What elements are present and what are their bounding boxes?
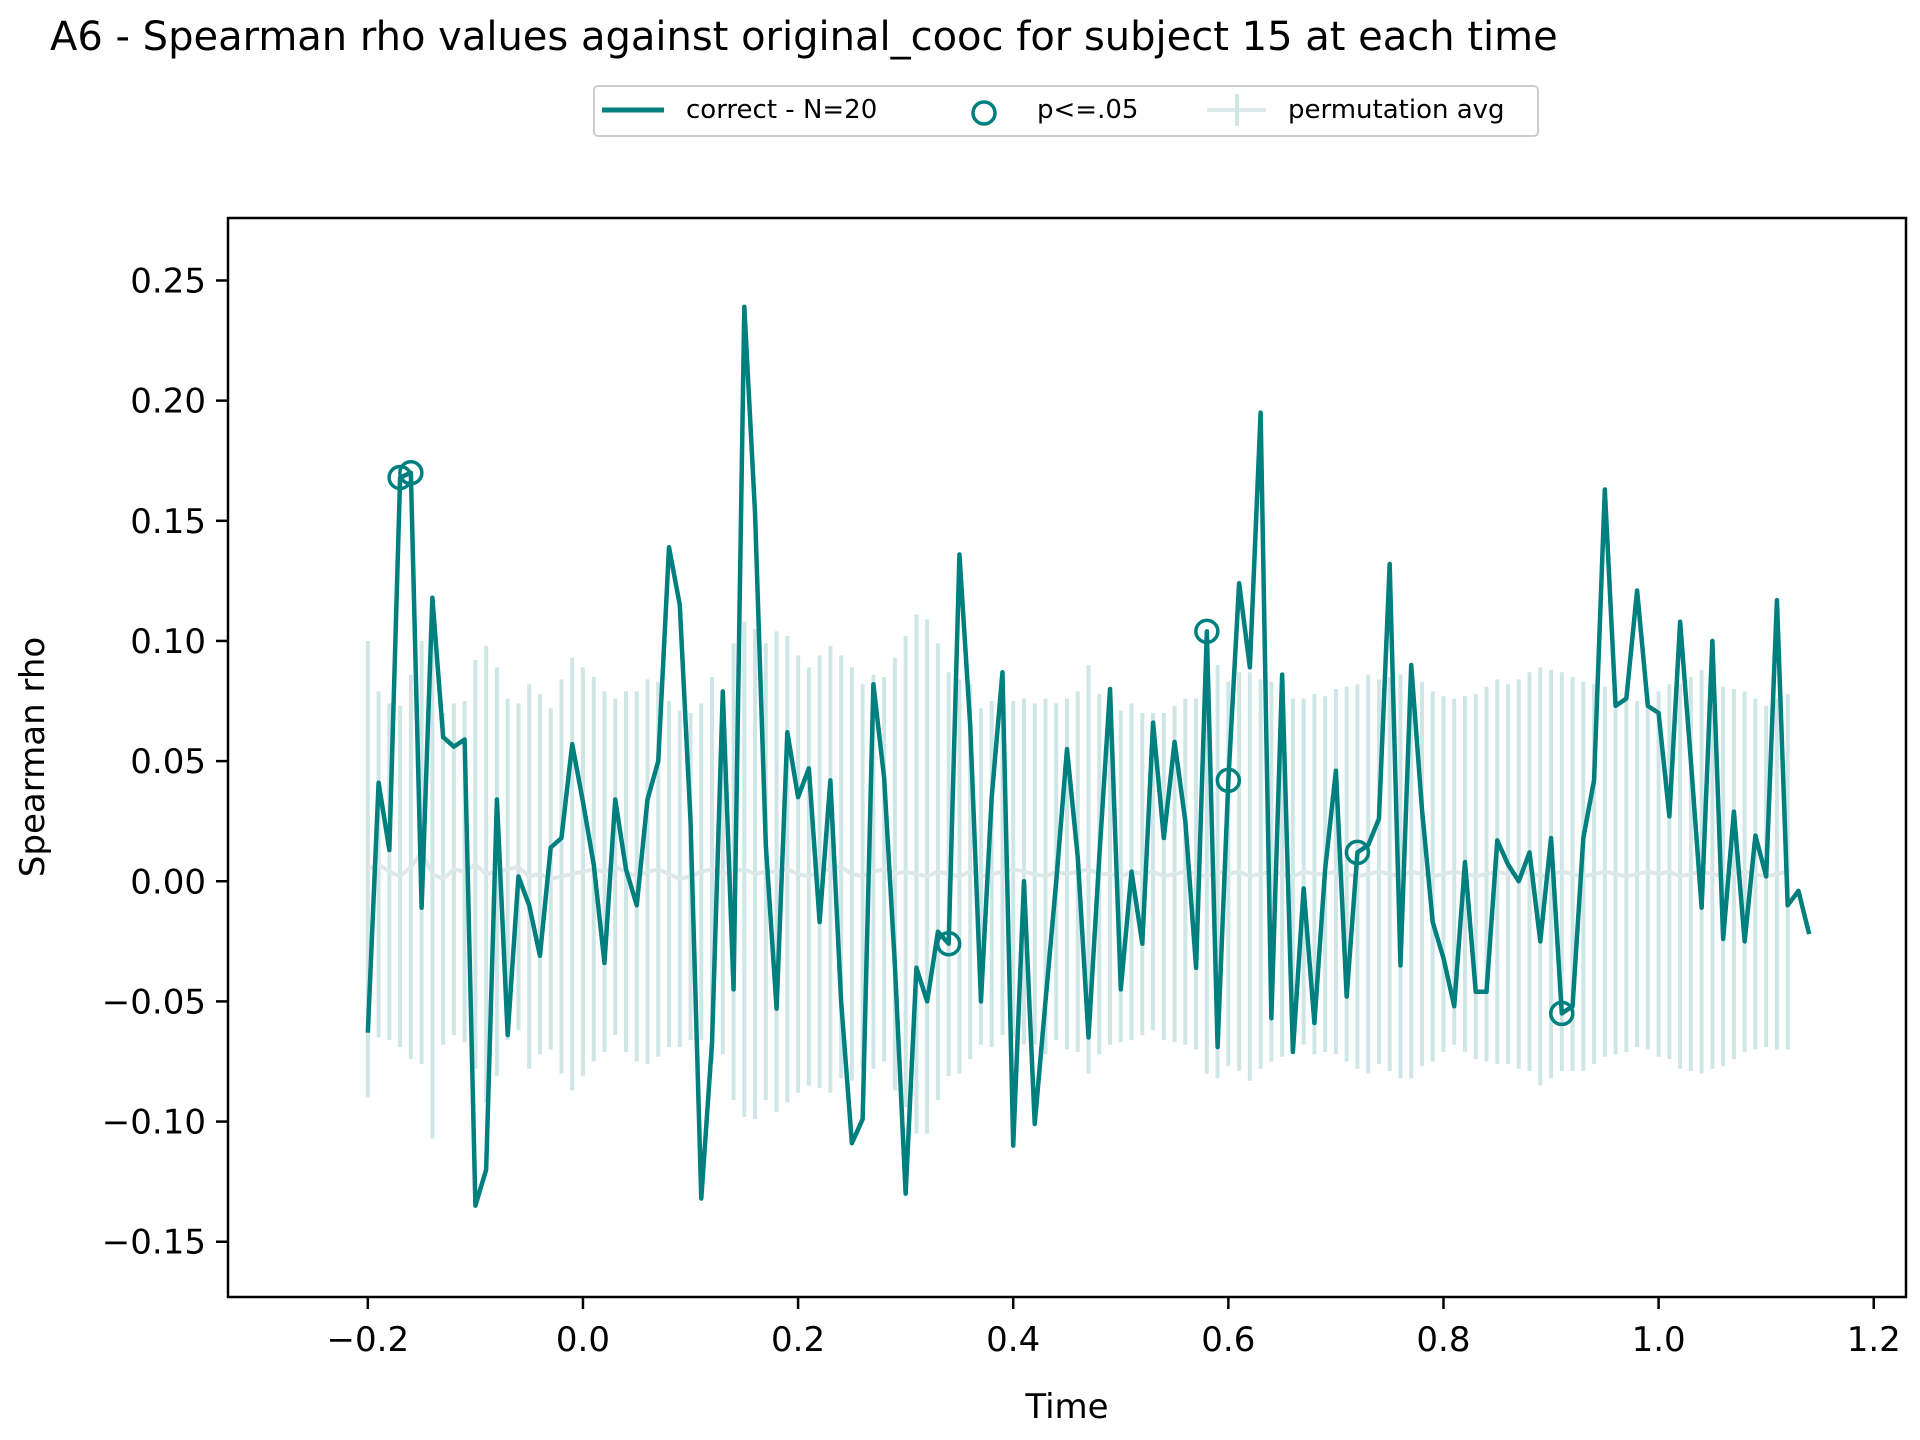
- significance-marker: [398, 459, 424, 486]
- legend: correct - N=20 p<=.05 permutation avg: [593, 85, 1539, 137]
- y-axis: 0.25 0.20 0.15 0.10 0.05 0.00 −0.05 −0.10 −0.15: [102, 261, 228, 1263]
- significance-markers: [387, 459, 1575, 1027]
- x-tick-label: 1.0: [1632, 1320, 1686, 1360]
- y-tick-label: −0.10: [102, 1103, 206, 1143]
- y-tick-label: 0.10: [130, 622, 206, 662]
- x-tick-label: 0.8: [1416, 1320, 1470, 1360]
- significance-marker: [1549, 1000, 1575, 1027]
- legend-marker-swatch: [971, 100, 997, 126]
- series-line-correct: [365, 304, 1812, 1208]
- x-axis: −0.2 0.0 0.2 0.4 0.6 0.8 1.0 1.2: [327, 1297, 1901, 1360]
- x-tick-label: −0.2: [327, 1320, 410, 1360]
- y-tick-label: −0.15: [102, 1223, 206, 1263]
- legend-frame: [593, 85, 1539, 137]
- legend-label-series: correct - N=20: [686, 95, 877, 125]
- plot-frame: [226, 216, 1908, 1299]
- significance-marker: [1215, 767, 1242, 794]
- significance-marker: [935, 930, 962, 957]
- y-tick-label: 0.05: [130, 742, 206, 782]
- x-tick-label: 0.6: [1201, 1320, 1255, 1360]
- legend-label-significance: p<=.05: [1037, 95, 1138, 125]
- y-tick-label: −0.05: [102, 982, 206, 1022]
- x-tick-label: 1.2: [1847, 1320, 1901, 1360]
- legend-label-permutation: permutation avg: [1288, 95, 1505, 125]
- chart-title: A6 - Spearman rho values against origina…: [50, 14, 1558, 60]
- x-tick-label: 0.2: [771, 1320, 825, 1360]
- y-tick-label: 0.25: [130, 261, 206, 301]
- x-tick-label: 0.4: [986, 1320, 1040, 1360]
- y-tick-label: 0.00: [130, 862, 206, 902]
- y-axis-label: Spearman rho: [13, 637, 53, 877]
- y-tick-label: 0.20: [130, 382, 206, 422]
- x-tick-label: 0.0: [556, 1320, 610, 1360]
- plot-area: [226, 216, 1908, 1299]
- significance-marker: [1194, 618, 1220, 645]
- x-axis-label: Time: [1024, 1387, 1108, 1427]
- y-tick-label: 0.15: [130, 502, 206, 542]
- significance-marker: [1344, 839, 1371, 866]
